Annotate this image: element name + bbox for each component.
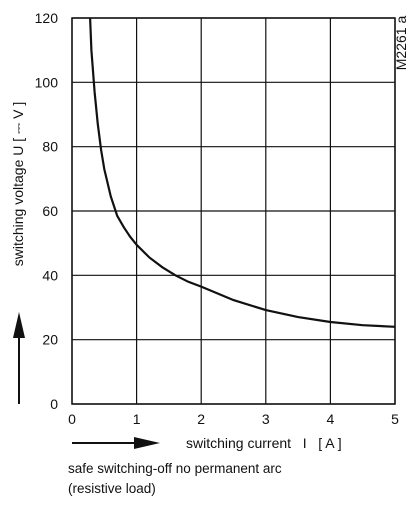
y-tick-label: 40 (42, 267, 58, 283)
reference-code: M2261 a (393, 16, 409, 71)
x-axis-arrow (72, 437, 160, 449)
y-tick-label: 60 (42, 203, 58, 219)
x-tick-labels: 0 1 2 3 4 5 (68, 411, 399, 427)
y-tick-label: 0 (50, 396, 58, 412)
caption-line-1: safe switching-off no permanent arc (68, 461, 282, 476)
curve-series-1 (89, 17, 396, 328)
y-tick-label: 20 (42, 332, 58, 348)
x-axis-label: switching current I [ A ] (186, 435, 342, 451)
caption-line-2: (resistive load) (68, 481, 156, 496)
x-tick-label: 2 (197, 411, 205, 427)
y-axis-arrow (13, 312, 25, 404)
plot-frame (71, 17, 396, 405)
x-tick-label: 3 (262, 411, 270, 427)
y-tick-label: 120 (35, 10, 59, 26)
x-tick-label: 1 (133, 411, 141, 427)
y-tick-label: 80 (42, 139, 58, 155)
grid (71, 17, 396, 405)
y-tick-labels: 0 20 40 60 80 100 120 (35, 10, 59, 412)
x-tick-label: 5 (391, 411, 399, 427)
y-tick-label: 100 (35, 74, 59, 90)
y-axis-label: switching voltage U [ ⎓ V ] (10, 102, 26, 266)
x-tick-label: 4 (327, 411, 335, 427)
x-tick-label: 0 (68, 411, 76, 427)
